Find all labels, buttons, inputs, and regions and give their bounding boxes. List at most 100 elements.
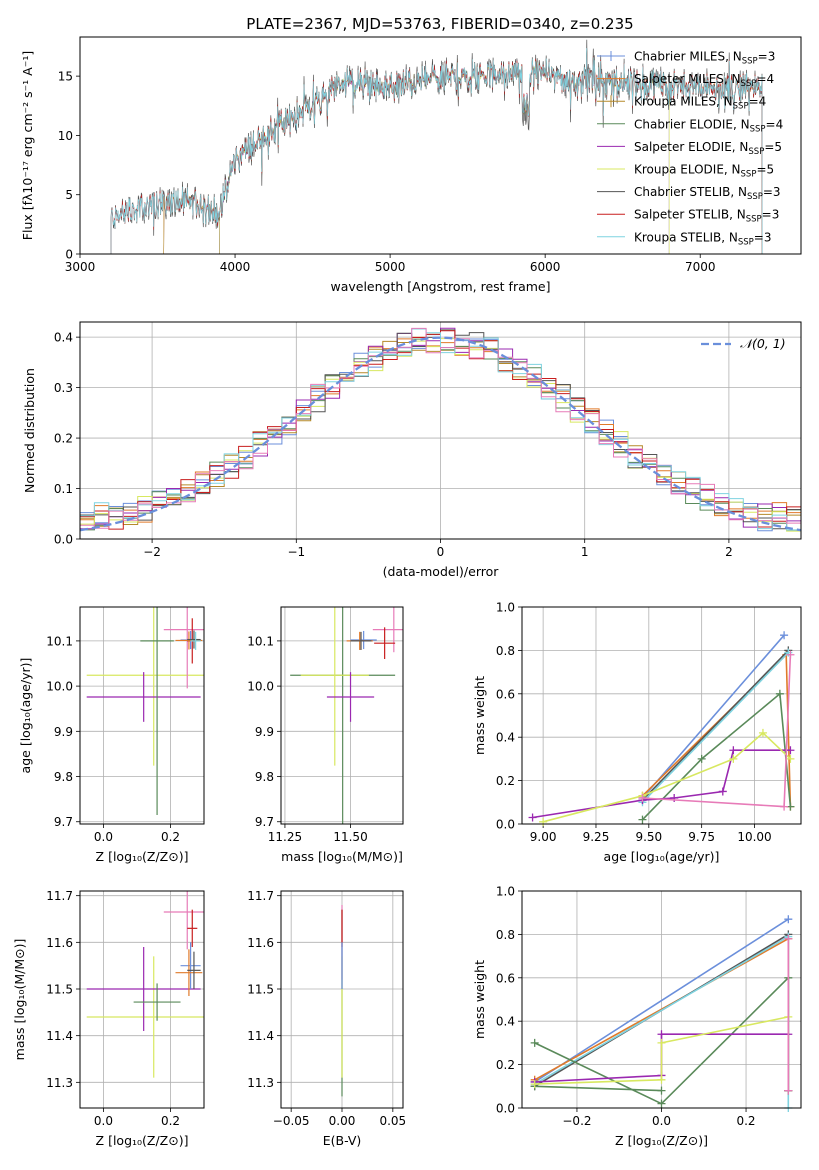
y-axis-label: mass weight bbox=[472, 676, 487, 755]
y-tick-label: 11.7 bbox=[247, 889, 274, 903]
axes-frame bbox=[280, 606, 404, 825]
weight-marker bbox=[784, 915, 793, 924]
x-tick-label: 0.0 bbox=[652, 1114, 671, 1128]
y-axis-label: mass [log₁₀(M/M⊙)] bbox=[12, 939, 27, 1061]
x-tick-label: 1 bbox=[581, 545, 589, 559]
weight-marker bbox=[786, 650, 795, 659]
y-tick-label: 10 bbox=[58, 129, 73, 143]
weight-line bbox=[641, 652, 789, 803]
y-tick-label: 15 bbox=[58, 70, 73, 84]
x-tick-label: 5000 bbox=[375, 260, 406, 274]
spectrum-series bbox=[110, 39, 763, 254]
weight-marker bbox=[657, 1030, 666, 1039]
y-tick-label: 0.0 bbox=[496, 818, 515, 832]
legend-label: Chabrier STELIB, NSSP=3 bbox=[634, 185, 781, 202]
spectrum-series bbox=[110, 48, 763, 254]
histogram-step bbox=[80, 327, 801, 529]
y-tick-label: 0.8 bbox=[496, 928, 515, 942]
figure-title: PLATE=2367, MJD=53763, FIBERID=0340, z=0… bbox=[246, 15, 633, 33]
legend-label: Salpeter ELODIE, NSSP=5 bbox=[634, 140, 782, 157]
weight-line bbox=[534, 1016, 789, 1085]
legend-label: 𝒩(0, 1) bbox=[740, 336, 786, 351]
legend-label: Kroupa ELODIE, NSSP=5 bbox=[634, 163, 774, 180]
y-tick-label: 0.3 bbox=[54, 381, 73, 395]
x-axis-label: E(B-V) bbox=[323, 1133, 362, 1148]
x-tick-label: 2 bbox=[725, 545, 733, 559]
y-tick-label: 10.0 bbox=[247, 680, 274, 694]
weight-marker bbox=[780, 802, 789, 811]
y-tick-label: 11.6 bbox=[247, 936, 274, 950]
y-tick-label: 11.4 bbox=[247, 1029, 274, 1043]
x-axis-label: wavelength [Angstrom, rest frame] bbox=[330, 279, 550, 294]
y-tick-label: 11.3 bbox=[46, 1076, 73, 1090]
mass-vs-ebv-panel: −0.05 0.00 0.05 11.3 11.4 11.5 11.6 11.7 E(B-V) bbox=[247, 889, 406, 1148]
weight-marker bbox=[729, 746, 738, 755]
x-tick-label: −1 bbox=[287, 545, 305, 559]
x-axis-label: Z [log₁₀(Z/Z⊙)] bbox=[615, 1133, 708, 1148]
x-tick-label: 0.2 bbox=[736, 1114, 755, 1128]
legend-label: Salpeter STELIB, NSSP=3 bbox=[634, 208, 779, 225]
y-axis-label: Normed distribution bbox=[22, 368, 37, 493]
y-tick-label: 9.8 bbox=[255, 770, 274, 784]
y-tick-label: 11.6 bbox=[46, 936, 73, 950]
x-tick-label: 9.75 bbox=[688, 830, 715, 844]
mass-vs-metallicity-panel: 0.0 0.2 11.3 11.4 11.5 11.6 11.7 Z [log₁₀(Z/Z⊙)… bbox=[12, 889, 205, 1148]
residuals-panel: −2 −1 0 1 2 0.0 0.1 0.2 0.3 0.4 (data-model)/error… bbox=[22, 321, 802, 579]
y-tick-label: 0.2 bbox=[54, 432, 73, 446]
y-tick-label: 11.7 bbox=[46, 889, 73, 903]
y-tick-label: 0.6 bbox=[496, 687, 515, 701]
y-axis-label: age [log₁₀(age/yr)] bbox=[18, 658, 33, 774]
x-axis-label: (data-model)/error bbox=[383, 564, 500, 579]
x-tick-label: 0.0 bbox=[94, 830, 113, 844]
y-tick-label: 0.6 bbox=[496, 971, 515, 985]
y-tick-label: 9.8 bbox=[54, 770, 73, 784]
weight-marker bbox=[638, 793, 647, 802]
y-axis-label: mass weight bbox=[472, 960, 487, 1039]
y-tick-label: 0.4 bbox=[54, 331, 73, 345]
y-tick-label: 9.7 bbox=[54, 815, 73, 829]
weight-line bbox=[641, 649, 789, 801]
weight-marker bbox=[786, 754, 795, 763]
x-tick-label: 3000 bbox=[65, 260, 96, 274]
weight-marker bbox=[780, 631, 789, 640]
weight-line bbox=[642, 654, 792, 808]
axes-frame bbox=[79, 606, 205, 825]
spectrum-panel: 3000 4000 5000 6000 7000 0 5 10 15 wavelength [An… bbox=[20, 36, 802, 294]
y-tick-label: 0.2 bbox=[496, 1058, 515, 1072]
y-tick-label: 11.3 bbox=[247, 1076, 274, 1090]
x-tick-label: 0 bbox=[437, 545, 445, 559]
y-tick-label: 1.0 bbox=[496, 885, 515, 899]
axes-frame bbox=[521, 890, 802, 1109]
x-tick-label: 9.25 bbox=[583, 830, 610, 844]
age-vs-metallicity-panel: 0.0 0.2 9.7 9.8 9.9 10.0 10.1 Z [log₁₀(Z/Z⊙)] ag… bbox=[18, 606, 205, 864]
x-tick-label: 9.00 bbox=[530, 830, 557, 844]
x-tick-label: 7000 bbox=[685, 260, 716, 274]
x-axis-label: Z [log₁₀(Z/Z⊙)] bbox=[96, 1133, 189, 1148]
x-tick-label: 0.2 bbox=[161, 1114, 180, 1128]
weight-line bbox=[534, 918, 789, 1083]
x-axis-label: mass [log₁₀(M/M⊙)] bbox=[281, 849, 403, 864]
x-tick-label: 6000 bbox=[530, 260, 561, 274]
y-tick-label: 0.4 bbox=[496, 1015, 515, 1029]
x-tick-label: −2 bbox=[143, 545, 161, 559]
y-tick-label: 5 bbox=[65, 188, 73, 202]
y-tick-label: 0.8 bbox=[496, 644, 515, 658]
x-tick-label: 11.25 bbox=[268, 830, 302, 844]
legend-label: Kroupa STELIB, NSSP=3 bbox=[634, 230, 772, 247]
weight-marker bbox=[697, 754, 706, 763]
legend-label: Chabrier MILES, NSSP=3 bbox=[634, 50, 775, 67]
weight-marker bbox=[775, 689, 784, 698]
histogram-step bbox=[80, 328, 801, 531]
x-tick-label: 0.05 bbox=[379, 1114, 406, 1128]
axes-frame bbox=[521, 606, 802, 825]
weight-marker bbox=[657, 1099, 666, 1108]
weight-marker bbox=[718, 787, 727, 796]
x-tick-label: −0.05 bbox=[273, 1114, 310, 1128]
weight-marker bbox=[638, 815, 647, 824]
weight-marker bbox=[530, 1080, 539, 1089]
weight-marker bbox=[657, 1075, 666, 1084]
y-tick-label: 1.0 bbox=[496, 601, 515, 615]
y-tick-label: 9.9 bbox=[54, 725, 73, 739]
x-tick-label: 11.50 bbox=[333, 830, 367, 844]
legend-label: Kroupa MILES, NSSP=4 bbox=[634, 95, 766, 112]
